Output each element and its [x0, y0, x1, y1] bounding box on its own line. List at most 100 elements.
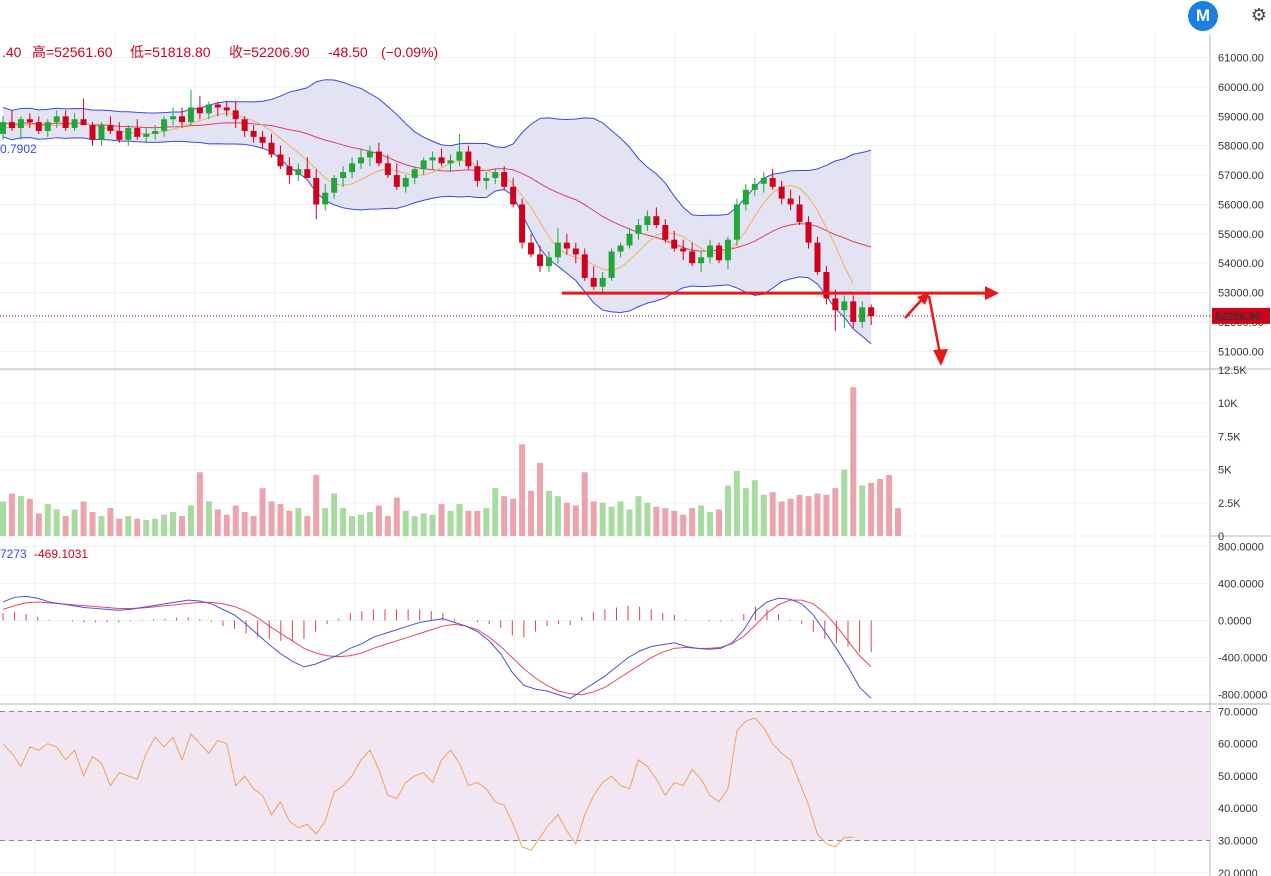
volume-bar: [259, 488, 266, 536]
macd-dea-value: -469.1031: [34, 547, 88, 561]
price-tick-label: 61000.00: [1218, 53, 1264, 65]
volume-bar: [205, 501, 212, 536]
candle-body: [671, 239, 678, 249]
volume-bar: [859, 485, 866, 536]
volume-bar: [179, 516, 185, 536]
volume-tick-label: 10K: [1218, 398, 1238, 410]
macd-tick-label: 400.0000: [1218, 578, 1264, 590]
volume-bar: [644, 502, 651, 536]
volume-bar: [134, 518, 141, 536]
candle-body: [349, 163, 356, 173]
candle-body: [698, 257, 705, 264]
volume-bar: [545, 490, 552, 536]
volume-bar: [769, 492, 776, 536]
volume-bar: [420, 513, 427, 536]
macd-tick-label: -800.0000: [1218, 690, 1268, 702]
candle-body: [179, 116, 185, 123]
volume-bar: [107, 508, 114, 536]
rsi-tick-label: 50.0000: [1218, 771, 1258, 783]
volume-bar: [465, 510, 472, 536]
candle-body: [340, 172, 347, 178]
volume-bar: [707, 512, 714, 536]
macd-dea-line: [2, 599, 872, 696]
candle-body: [161, 119, 168, 131]
volume-bar: [680, 514, 687, 536]
candle-body: [778, 186, 785, 199]
candle-body: [545, 257, 552, 267]
candle-body: [805, 222, 812, 243]
candle-body: [313, 177, 320, 205]
m-logo-icon[interactable]: M: [1188, 1, 1218, 31]
candle-body: [35, 122, 42, 131]
macd-dif-value: 7273: [0, 547, 27, 561]
price-tick-label: 60000.00: [1218, 82, 1264, 94]
candle-body: [644, 216, 651, 226]
candle-body: [492, 172, 499, 178]
candle-body: [716, 245, 722, 261]
candle-body: [44, 122, 51, 131]
rsi-tick-label: 60.0000: [1218, 739, 1258, 751]
volume-bar: [0, 501, 6, 536]
candle-body: [483, 177, 490, 181]
volume-bar: [653, 506, 660, 536]
volume-bar: [438, 504, 445, 536]
volume-bar: [447, 510, 454, 536]
volume-bar: [823, 494, 830, 536]
volume-bar: [429, 514, 436, 536]
candle-body: [653, 216, 660, 226]
rsi-tick-label: 20.0000: [1218, 868, 1258, 876]
volume-bar: [850, 387, 857, 536]
volume-bar: [832, 488, 839, 536]
candle-body: [268, 142, 275, 155]
volume-bar: [44, 504, 51, 536]
candle-body: [554, 242, 561, 258]
candle-body: [841, 301, 848, 311]
volume-bar: [742, 488, 749, 536]
volume-bar: [456, 504, 463, 536]
candle-body: [62, 116, 69, 129]
volume-bar: [877, 478, 884, 536]
candle-body: [304, 169, 311, 178]
volume-bar: [402, 510, 409, 536]
gear-icon[interactable]: ⚙: [1250, 4, 1268, 26]
candle-body: [116, 130, 123, 140]
volume-bar: [125, 516, 132, 536]
candle-body: [626, 233, 633, 246]
candle-body: [832, 298, 839, 311]
macd-tick-label: 0.0000: [1218, 616, 1252, 628]
rsi-tick-label: 70.0000: [1218, 706, 1258, 718]
candle-body: [733, 204, 740, 240]
current-price-label: 52206.90: [1215, 311, 1261, 323]
volume-bar: [214, 509, 221, 536]
price-tick-label: 51000.00: [1218, 346, 1264, 358]
candle-body: [572, 248, 579, 255]
volume-bar: [519, 444, 526, 536]
candle-body: [724, 239, 731, 261]
candle-body: [241, 119, 248, 131]
volume-bar: [886, 474, 893, 536]
candle-body: [850, 301, 857, 322]
candle-body: [528, 242, 535, 255]
candle-body: [581, 254, 588, 278]
candle-body: [358, 157, 364, 164]
price-tick-label: 57000.00: [1218, 170, 1264, 182]
volume-tick-label: 7.5K: [1218, 431, 1241, 443]
candle-body: [393, 175, 400, 187]
candle-body: [205, 104, 212, 114]
low-value: 低=51818.80: [130, 44, 211, 60]
volume-bar: [671, 510, 678, 536]
candle-body: [277, 154, 284, 167]
candle-body: [259, 136, 266, 143]
candle-body: [769, 177, 776, 187]
candle-body: [635, 225, 642, 234]
candle-body: [689, 251, 696, 264]
candle-body: [814, 242, 821, 273]
candle-body: [796, 204, 803, 223]
candle-body: [152, 130, 159, 134]
candle-body: [107, 125, 114, 131]
candle-body: [519, 204, 526, 243]
volume-bar: [161, 514, 168, 536]
volume-bar: [778, 501, 785, 536]
volume-bar: [411, 516, 418, 536]
